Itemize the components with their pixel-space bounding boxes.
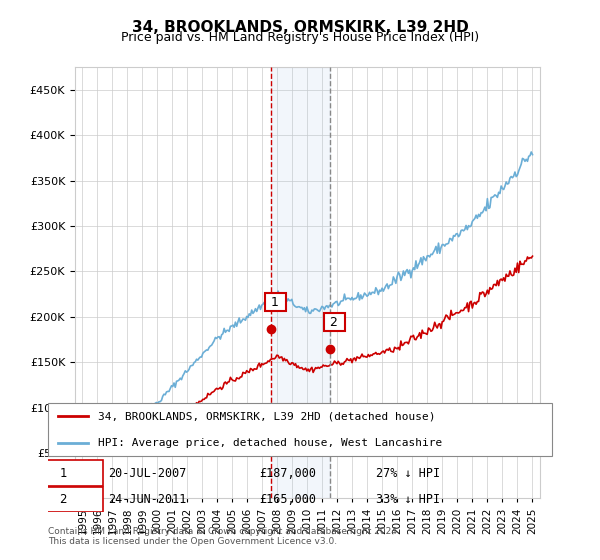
Text: 20-JUL-2007: 20-JUL-2007 [109, 466, 187, 479]
FancyBboxPatch shape [23, 487, 103, 512]
Text: Price paid vs. HM Land Registry's House Price Index (HPI): Price paid vs. HM Land Registry's House … [121, 31, 479, 44]
Text: £187,000: £187,000 [260, 466, 317, 479]
Text: 33% ↓ HPI: 33% ↓ HPI [376, 493, 440, 506]
Text: 2: 2 [326, 316, 342, 329]
Text: Contains HM Land Registry data © Crown copyright and database right 2024.
This d: Contains HM Land Registry data © Crown c… [48, 526, 400, 546]
Text: 2: 2 [59, 493, 67, 506]
Text: 34, BROOKLANDS, ORMSKIRK, L39 2HD: 34, BROOKLANDS, ORMSKIRK, L39 2HD [131, 20, 469, 35]
FancyBboxPatch shape [48, 403, 552, 456]
Text: 1: 1 [59, 466, 67, 479]
Text: 24-JUN-2011: 24-JUN-2011 [109, 493, 187, 506]
Text: 1: 1 [268, 296, 283, 309]
Bar [271, 67, 329, 498]
Text: 27% ↓ HPI: 27% ↓ HPI [376, 466, 440, 479]
Text: HPI: Average price, detached house, West Lancashire: HPI: Average price, detached house, West… [98, 438, 443, 448]
Text: 34, BROOKLANDS, ORMSKIRK, L39 2HD (detached house): 34, BROOKLANDS, ORMSKIRK, L39 2HD (detac… [98, 412, 436, 422]
FancyBboxPatch shape [23, 460, 103, 486]
Text: £165,000: £165,000 [260, 493, 317, 506]
